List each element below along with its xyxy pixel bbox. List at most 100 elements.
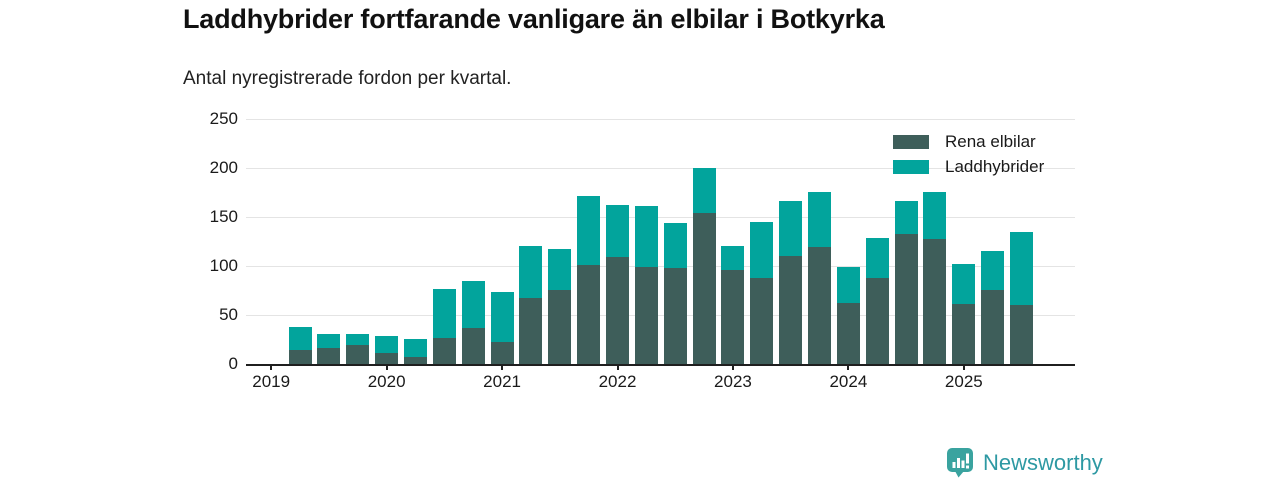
bar-segment-rena-elbilar <box>808 247 832 364</box>
legend-item-laddhybrider: Laddhybrider <box>893 157 1044 176</box>
plot-area: Rena elbilar Laddhybrider <box>246 119 1075 366</box>
legend-swatch-laddhybrider <box>893 160 929 174</box>
bar-2019-q2 <box>288 326 312 364</box>
bar-segment-rena-elbilar <box>490 342 514 364</box>
bar-segment-laddhybrider <box>1010 231 1034 306</box>
bar-2021-q1 <box>490 291 514 364</box>
bar-2023-q3 <box>779 201 803 364</box>
x-axis-label-2022: 2022 <box>598 372 637 391</box>
x-axis-label-2020: 2020 <box>367 372 406 391</box>
bar-2021-q3 <box>548 249 572 364</box>
bar-2021-q4 <box>577 196 601 364</box>
x-axis-label-2023: 2023 <box>714 372 752 391</box>
gridline-150 <box>246 217 1075 218</box>
bar-segment-rena-elbilar <box>461 327 485 364</box>
bar-segment-laddhybrider <box>808 191 832 248</box>
page-title: Laddhybrider fortfarande vanligare än el… <box>183 4 885 34</box>
bar-segment-laddhybrider <box>894 201 918 234</box>
bar-segment-rena-elbilar <box>952 304 976 364</box>
legend-item-rena-elbilar: Rena elbilar <box>893 132 1044 151</box>
bar-2025-q2 <box>981 251 1005 364</box>
bar-segment-laddhybrider <box>317 333 341 349</box>
bar-segment-laddhybrider <box>606 205 630 258</box>
bar-segment-laddhybrider <box>375 335 399 354</box>
newsworthy-logo-text: Newsworthy <box>983 449 1103 475</box>
bar-segment-rena-elbilar <box>519 298 543 364</box>
bar-2022-q4 <box>692 168 716 364</box>
bar-2024-q4 <box>923 191 947 364</box>
bar-segment-laddhybrider <box>490 291 514 343</box>
y-axis-label-150: 150 <box>209 207 238 226</box>
y-axis-label-0: 0 <box>228 354 238 373</box>
bar-segment-laddhybrider <box>836 267 860 304</box>
x-axis-tick-2023 <box>731 364 734 370</box>
bar-segment-laddhybrider <box>577 196 601 266</box>
chart-legend: Rena elbilar Laddhybrider <box>893 132 1044 183</box>
bar-2022-q1 <box>606 205 630 364</box>
bar-segment-laddhybrider <box>634 206 658 267</box>
bar-segment-laddhybrider <box>432 288 456 338</box>
bar-2020-q4 <box>461 280 485 364</box>
bar-segment-rena-elbilar <box>663 267 687 364</box>
bar-segment-laddhybrider <box>750 221 774 278</box>
bar-segment-rena-elbilar <box>779 256 803 364</box>
bar-2022-q2 <box>634 206 658 364</box>
bar-2025-q3 <box>1010 231 1034 364</box>
bar-2023-q4 <box>808 191 832 364</box>
gridline-250 <box>246 119 1075 120</box>
bar-2024-q2 <box>865 237 889 364</box>
bar-segment-rena-elbilar <box>1010 305 1034 364</box>
bar-2022-q3 <box>663 222 687 364</box>
bar-2019-q3 <box>317 333 341 364</box>
gridline-50 <box>246 315 1075 316</box>
y-axis-label-250: 250 <box>209 109 238 128</box>
bar-2019-q4 <box>346 333 370 364</box>
bar-2023-q1 <box>721 246 745 364</box>
bar-segment-rena-elbilar <box>346 345 370 364</box>
bar-segment-laddhybrider <box>779 201 803 257</box>
bar-segment-rena-elbilar <box>606 257 630 364</box>
bar-segment-laddhybrider <box>721 246 745 270</box>
y-axis-label-200: 200 <box>209 158 238 177</box>
bar-2020-q2 <box>404 338 427 364</box>
bar-segment-rena-elbilar <box>721 269 745 364</box>
x-axis-tick-2019 <box>270 364 273 370</box>
bar-segment-rena-elbilar <box>692 213 716 364</box>
bar-segment-rena-elbilar <box>981 289 1005 364</box>
bar-2021-q2 <box>519 246 543 364</box>
bar-segment-rena-elbilar <box>288 350 312 364</box>
x-axis-label-2025: 2025 <box>944 372 983 391</box>
x-axis-tick-2022 <box>616 364 619 370</box>
bar-2024-q3 <box>894 201 918 364</box>
bar-segment-rena-elbilar <box>577 265 601 364</box>
bar-segment-laddhybrider <box>346 333 370 346</box>
y-axis-label-50: 50 <box>219 305 238 324</box>
bar-segment-rena-elbilar <box>432 337 456 364</box>
gridline-200 <box>246 168 1075 169</box>
bar-segment-laddhybrider <box>663 222 687 268</box>
page-subtitle: Antal nyregistrerade fordon per kvartal. <box>183 68 512 89</box>
newsworthy-logo: Newsworthy <box>946 447 1103 478</box>
bar-segment-laddhybrider <box>952 264 976 305</box>
bar-segment-laddhybrider <box>923 191 947 239</box>
newsworthy-logo-icon <box>947 448 973 478</box>
x-axis-tick-2024 <box>847 364 850 370</box>
bar-segment-laddhybrider <box>404 338 427 358</box>
bar-segment-laddhybrider <box>519 246 543 299</box>
bar-2024-q1 <box>836 267 860 364</box>
bar-segment-rena-elbilar <box>317 348 341 364</box>
bar-segment-rena-elbilar <box>634 266 658 364</box>
legend-label-rena-elbilar: Rena elbilar <box>945 132 1036 151</box>
x-axis-tick-2025 <box>962 364 965 370</box>
x-axis-line <box>246 364 1075 366</box>
x-axis-tick-2021 <box>501 364 504 370</box>
x-axis-label-2019: 2019 <box>252 372 291 391</box>
bar-segment-laddhybrider <box>981 251 1005 290</box>
legend-swatch-rena-elbilar <box>893 135 929 149</box>
bar-segment-laddhybrider <box>461 280 485 328</box>
bar-segment-rena-elbilar <box>750 277 774 364</box>
bar-segment-rena-elbilar <box>836 303 860 364</box>
bar-2020-q1 <box>375 335 399 364</box>
bar-segment-laddhybrider <box>692 168 716 214</box>
